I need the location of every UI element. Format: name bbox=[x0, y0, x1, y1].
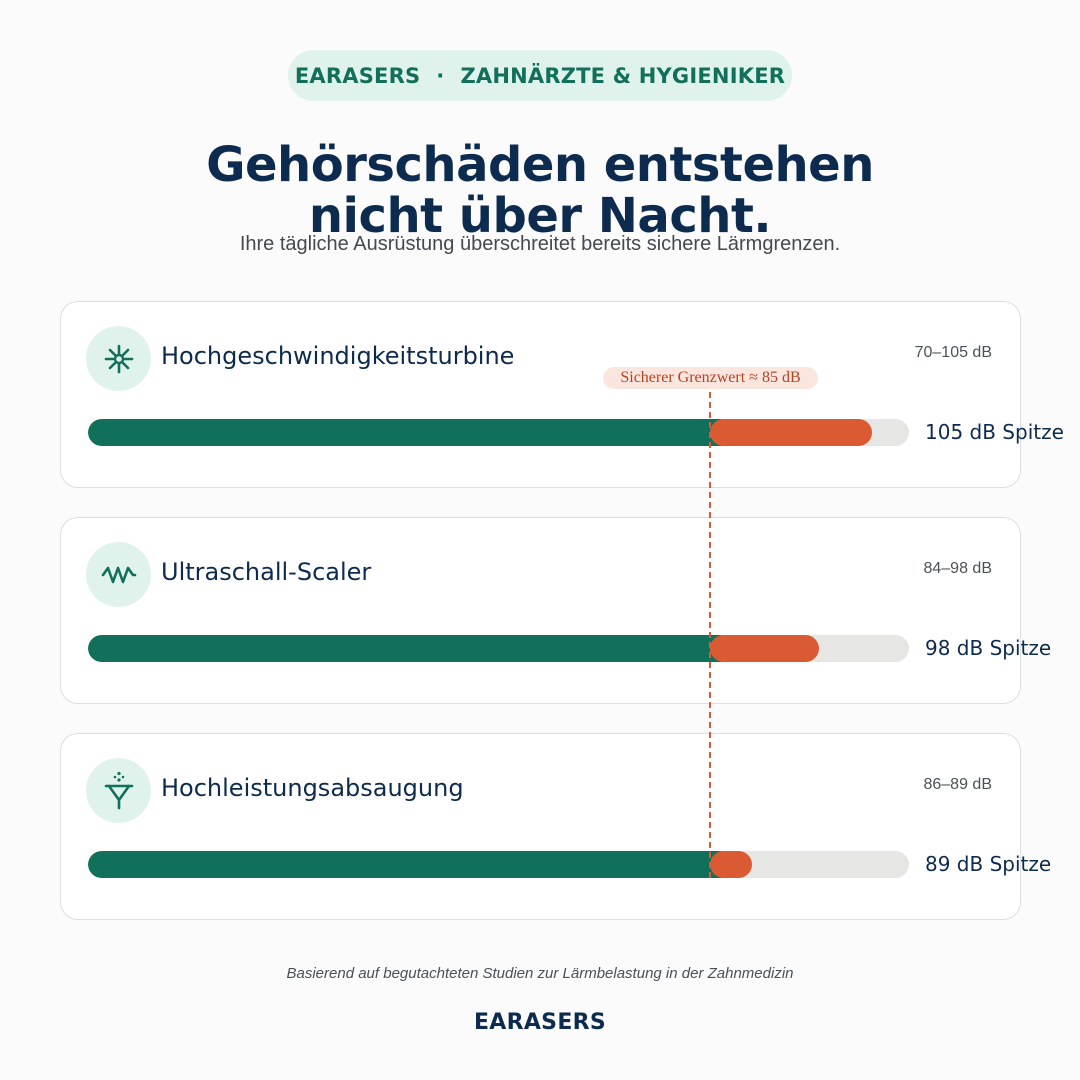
equipment-card-turbine: Hochgeschwindigkeitsturbine 70–105 dB 10… bbox=[60, 301, 1064, 488]
equipment-range: 86–89 dB bbox=[923, 776, 992, 793]
headline-line-1: Gehörschäden entstehen bbox=[206, 137, 874, 193]
wave-icon bbox=[86, 542, 151, 607]
equipment-name: Hochgeschwindigkeitsturbine bbox=[161, 342, 515, 370]
footer-brand-logo: EARASERS bbox=[473, 1010, 607, 1035]
level-bar-track bbox=[88, 635, 909, 662]
brand-audience-pill: EARASERS · ZAHNÄRZTE & HYGIENIKER bbox=[288, 50, 792, 101]
source-footnote: Basierend auf begutachteten Studien zur … bbox=[286, 965, 794, 982]
equipment-range: 70–105 dB bbox=[914, 344, 992, 361]
level-bar-over-limit-segment bbox=[710, 635, 820, 662]
pill-audience: ZAHNÄRZTE & HYGIENIKER bbox=[460, 63, 786, 88]
level-bar-safe-segment bbox=[88, 851, 723, 878]
level-bar-over-limit-segment bbox=[710, 419, 872, 446]
level-bar-track bbox=[88, 851, 909, 878]
pill-separator: · bbox=[436, 63, 445, 88]
safe-limit-label: Sicherer Grenzwert ≈ 85 dB bbox=[603, 367, 818, 389]
safe-limit-line bbox=[709, 392, 711, 878]
equipment-name: Ultraschall-Scaler bbox=[161, 558, 372, 586]
level-bar-safe-segment bbox=[88, 419, 723, 446]
peak-label: 98 dB Spitze bbox=[925, 636, 1052, 660]
subline: Ihre tägliche Ausrüstung überschreitet b… bbox=[239, 233, 841, 255]
peak-label: 105 dB Spitze bbox=[925, 420, 1064, 444]
headline-line-2: nicht über Nacht. bbox=[308, 188, 772, 244]
headline: Gehörschäden entstehen nicht über Nacht. bbox=[0, 140, 1080, 242]
pill-brand: EARASERS bbox=[294, 63, 421, 88]
equipment-card-suction: Hochleistungsabsaugung 86–89 dB 89 dB Sp… bbox=[60, 733, 1051, 920]
level-bar-track bbox=[88, 419, 909, 446]
level-bar-over-limit-segment bbox=[710, 851, 753, 878]
equipment-range: 84–98 dB bbox=[923, 560, 992, 577]
level-bar-safe-segment bbox=[88, 635, 723, 662]
turbine-icon bbox=[86, 326, 151, 391]
equipment-card-scaler: Ultraschall-Scaler 84–98 dB 98 dB Spitze bbox=[60, 517, 1051, 704]
peak-label: 89 dB Spitze bbox=[925, 852, 1052, 876]
equipment-name: Hochleistungsabsaugung bbox=[161, 774, 464, 802]
suction-icon bbox=[86, 758, 151, 823]
